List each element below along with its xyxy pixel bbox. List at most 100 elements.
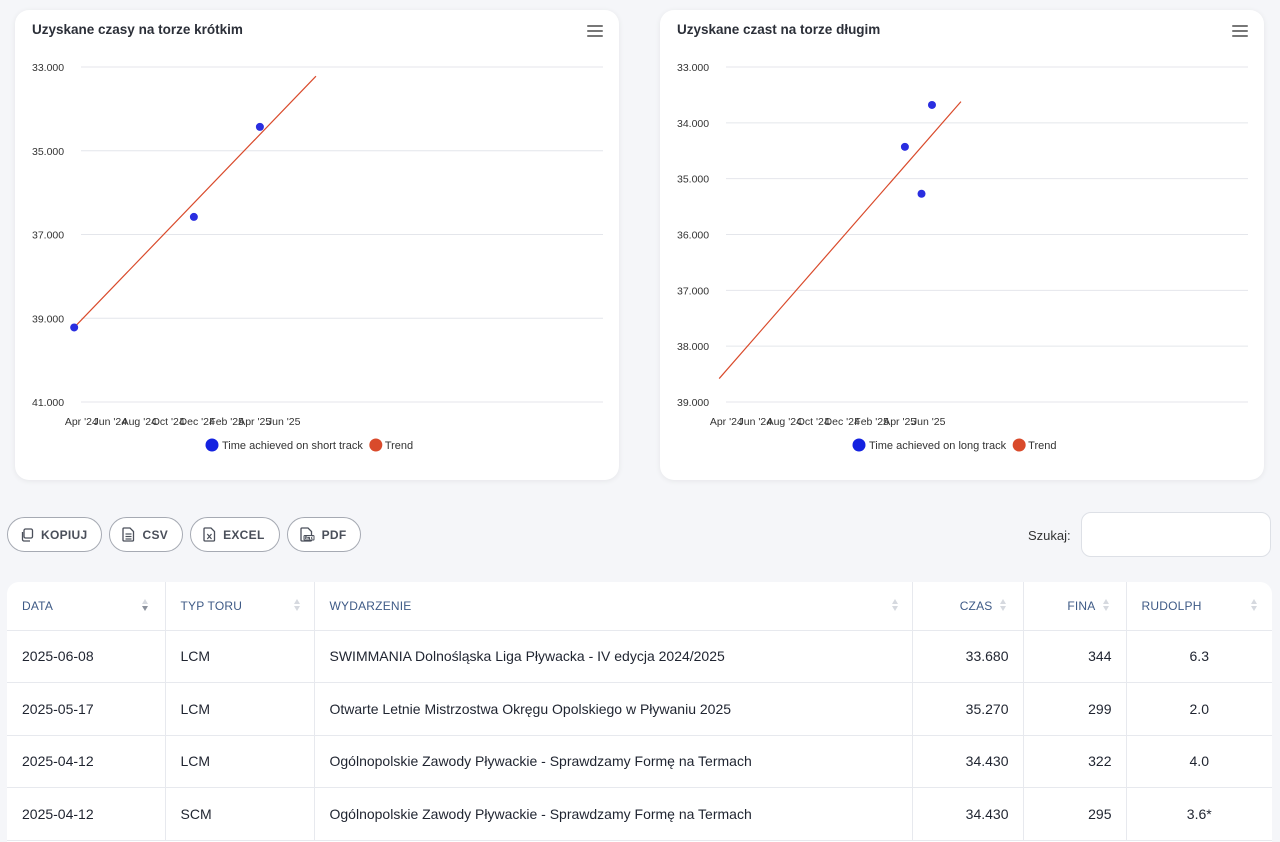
legend-label-points: Time achieved on long track [869,440,1007,452]
pdf-button[interactable]: PDF [286,517,362,552]
export-toolbar: KOPIUJ CSV EXCEL PDF [7,517,362,552]
cell-rudolph: 6.3 [1126,630,1272,683]
short-track-chart-title: Uzyskane czasy na torze krótkim [32,22,243,37]
pdf-button-label: PDF [321,527,347,542]
x-tick-label: Jun '25 [912,416,946,428]
column-header-fina[interactable]: FINA [1023,582,1127,631]
cell-date: 2025-06-08 [7,630,166,683]
csv-button[interactable]: CSV [109,517,184,552]
cell-event: Ogólnopolskie Zawody Pływackie - Sprawdz… [314,735,913,788]
cell-rudolph: 4.0 [1126,735,1272,788]
data-point [900,142,909,151]
hamburger-menu-icon[interactable] [587,25,603,37]
x-tick-label: Aug '24 [122,416,157,428]
cell-time: 35.270 [912,682,1024,736]
trend-line [73,75,317,328]
x-tick-label: Apr '24 [710,416,743,428]
cell-event: Otwarte Letnie Mistrzostwa Okręgu Opolsk… [314,682,913,736]
pdf-file-icon [299,527,315,542]
copy-icon [21,527,34,542]
cell-time: 33.680 [912,630,1024,683]
sort-icon [1102,599,1109,613]
cell-track-type: LCM [165,630,315,683]
cell-track-type: LCM [165,682,315,736]
table-row: 2025-06-08 LCM SWIMMANIA Dolnośląska Lig… [7,630,1272,683]
table-header-row: DATA TYP TORU WYDARZENIE CZAS FINA RUDOL… [7,582,1272,631]
column-header-czas[interactable]: CZAS [912,582,1024,631]
long-track-chart-title: Uzyskane czast na torze długim [677,22,881,37]
y-tick-label: 35.000 [677,174,709,186]
copy-button[interactable]: KOPIUJ [7,517,103,552]
y-tick-label: 37.000 [677,285,709,297]
trend-line [718,101,962,379]
cell-event: Ogólnopolskie Zawody Pływackie - Sprawdz… [314,787,913,841]
data-point [70,323,79,332]
x-tick-label: Feb '25 [209,416,244,428]
cell-track-type: SCM [165,787,315,841]
sort-icon [999,599,1006,613]
y-tick-label: 33.000 [32,62,64,74]
cell-fina: 344 [1023,630,1127,683]
cell-date: 2025-04-12 [7,735,166,788]
excel-file-icon [203,527,216,542]
y-tick-label: 33.000 [677,62,709,74]
search-input[interactable] [1081,512,1271,557]
x-tick-label: Aug '24 [767,416,802,428]
x-tick-label: Oct '24 [797,416,830,428]
legend-marker-points [205,438,219,452]
legend-marker-trend [1012,438,1026,452]
sort-icon [1251,599,1257,613]
cell-date: 2025-05-17 [7,682,166,736]
excel-button[interactable]: EXCEL [190,517,280,552]
data-point [927,100,936,109]
data-point [917,189,926,198]
cell-rudolph: 3.6* [1126,787,1272,841]
csv-file-icon [122,527,135,542]
data-point [189,212,198,221]
long-track-chart: 33.000 34.000 35.000 36.000 37.000 38.000 39.0… [677,62,1248,452]
table-row: 2025-05-17 LCM Otwarte Letnie Mistrzostw… [7,682,1272,736]
y-tick-label: 37.000 [32,230,64,242]
cell-time: 34.430 [912,735,1024,788]
cell-fina: 295 [1023,787,1127,841]
excel-button-label: EXCEL [223,527,265,542]
copy-button-label: KOPIUJ [41,527,88,542]
y-tick-label: 38.000 [677,341,709,353]
x-tick-label: Apr '24 [65,416,98,428]
x-tick-label: Dec '24 [180,416,215,428]
legend-marker-trend [369,438,383,452]
x-tick-label: Feb '25 [854,416,889,428]
y-tick-label: 39.000 [32,313,64,325]
hamburger-menu-icon[interactable] [1232,25,1248,37]
cell-rudolph: 2.0 [1126,682,1272,736]
column-header-data[interactable]: DATA [7,582,166,631]
sort-icon [142,599,148,613]
search-label: Szukaj: [1028,528,1071,543]
x-tick-label: Apr '25 [883,416,916,428]
results-table: DATA TYP TORU WYDARZENIE CZAS FINA RUDOL… [7,582,1272,842]
x-tick-label: Oct '24 [152,416,185,428]
x-tick-label: Jun '24 [94,416,128,428]
data-point [255,122,264,131]
csv-button-label: CSV [142,527,169,542]
cell-event: SWIMMANIA Dolnośląska Liga Pływacka - IV… [314,630,913,683]
y-tick-label: 41.000 [32,397,64,409]
cell-date: 2025-04-12 [7,787,166,841]
column-header-typ-toru[interactable]: TYP TORU [165,582,315,631]
legend-label-points: Time achieved on short track [222,440,363,452]
x-tick-label: Dec '24 [825,416,860,428]
column-header-rudolph[interactable]: RUDOLPH [1126,582,1272,631]
sort-icon [293,599,300,613]
x-tick-label: Jun '25 [267,416,301,428]
y-tick-label: 39.000 [677,397,709,409]
y-tick-label: 36.000 [677,230,709,242]
table-row: 2025-04-12 LCM Ogólnopolskie Zawody Pływ… [7,735,1272,788]
column-header-wydarzenie[interactable]: WYDARZENIE [314,582,913,631]
sort-icon [891,599,898,613]
x-tick-label: Jun '24 [739,416,773,428]
short-track-chart-card: 33.000 35.000 37.000 39.000 41.000 Apr '24 Jun… [15,10,619,480]
x-tick-label: Apr '25 [238,416,271,428]
legend-marker-points [852,438,866,452]
cell-track-type: LCM [165,735,315,788]
